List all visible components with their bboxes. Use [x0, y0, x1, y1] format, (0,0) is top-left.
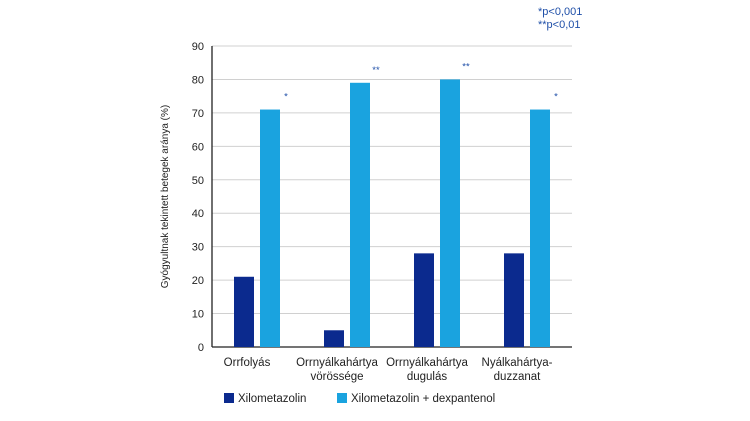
bar-xilometazolin	[234, 276, 254, 347]
y-axis-title: Gyógyultnak tekintett betegek aránya (%)	[160, 105, 171, 288]
bar-xilometazolin	[504, 253, 524, 347]
x-category-label: Orrnyálkahártya	[386, 357, 468, 369]
legend-label-1: Xilometazolin + dexpantenol	[351, 393, 495, 405]
x-category-label: duzzanat	[494, 371, 541, 383]
y-tick-label: 70	[192, 108, 204, 120]
significance-mark: *	[554, 92, 558, 103]
bar-xilometazolin-dexpantenol	[440, 79, 460, 347]
significance-mark: **	[372, 65, 380, 76]
bar-xilometazolin-dexpantenol	[350, 82, 370, 348]
y-tick-label: 40	[192, 208, 204, 220]
significance-mark: **	[462, 61, 470, 72]
bar-xilometazolin-dexpantenol	[530, 109, 550, 348]
bar-xilometazolin-dexpantenol	[260, 109, 280, 348]
y-tick-label: 0	[198, 342, 204, 354]
x-category-label: Orrfolyás	[224, 357, 271, 369]
x-category-label: dugulás	[407, 371, 448, 383]
significance-footnote: *p<0,001 **p<0,01	[538, 6, 582, 32]
y-tick-label: 60	[192, 141, 204, 153]
legend-swatch-1	[337, 393, 347, 403]
x-category-label: Orrnyálkahártya	[296, 357, 378, 369]
y-tick-label: 50	[192, 175, 204, 187]
significance-mark: *	[284, 92, 288, 103]
footnote-p001: *p<0,001	[538, 6, 583, 18]
y-tick-label: 80	[192, 74, 204, 86]
x-category-label: vörössége	[310, 371, 363, 383]
legend-label-0: Xilometazolin	[238, 393, 306, 405]
legend-swatch-0	[224, 393, 234, 403]
bar-xilometazolin	[414, 253, 434, 347]
y-tick-label: 30	[192, 242, 204, 254]
y-tick-label: 90	[192, 41, 204, 53]
bar-xilometazolin	[324, 330, 344, 347]
y-tick-label: 10	[192, 309, 204, 321]
footnote-p01: **p<0,01	[538, 19, 581, 31]
y-tick-label: 20	[192, 275, 204, 287]
x-category-label: Nyálkahártya-	[482, 357, 553, 369]
